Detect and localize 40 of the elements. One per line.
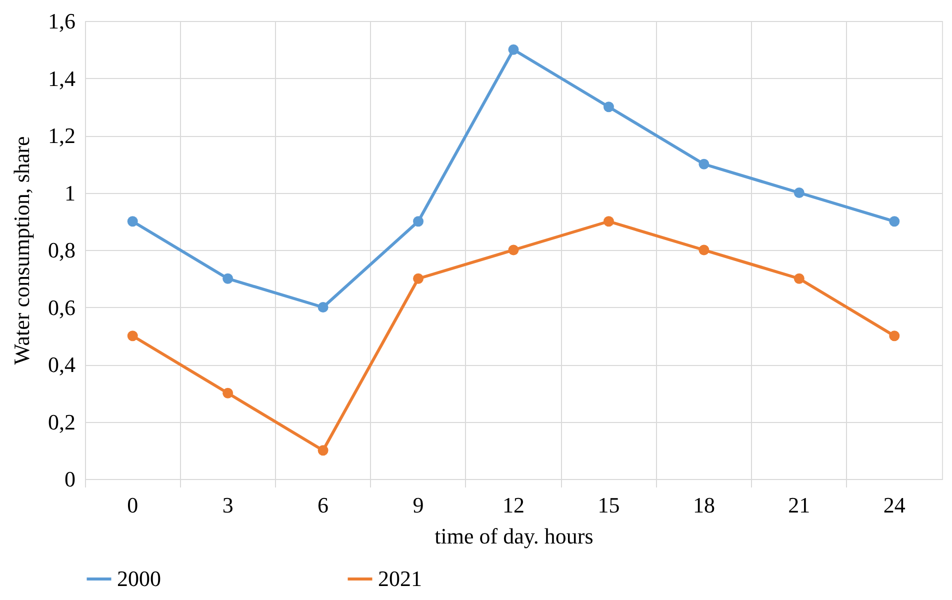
x-tick-label: 0	[127, 492, 138, 518]
point	[222, 273, 234, 284]
x-tick-label: 24	[883, 492, 906, 518]
y-tick-label: 0,2	[48, 409, 76, 434]
point	[127, 216, 138, 227]
point	[889, 216, 900, 227]
point	[603, 102, 614, 112]
legend-label: 2000	[117, 566, 161, 591]
point	[698, 244, 710, 256]
x-tick-label: 21	[788, 492, 810, 518]
y-tick-label: 0,6	[48, 294, 76, 320]
y-tick-label: 1,2	[48, 123, 76, 148]
point	[413, 273, 424, 284]
x-tick-label: 12	[502, 492, 524, 518]
y-tick-label: 0,8	[48, 238, 76, 262]
point	[413, 216, 424, 227]
point	[794, 188, 804, 198]
point	[889, 330, 900, 342]
point	[318, 302, 328, 312]
y-tick-label: 0,4	[48, 352, 76, 377]
x-axis-title: time of day. hours	[434, 524, 594, 548]
x-tick-label: 18	[692, 492, 715, 518]
point	[603, 216, 614, 227]
point	[698, 158, 710, 170]
x-tick-label: 3	[222, 492, 234, 518]
point	[127, 330, 138, 342]
x-tick-label: 6	[318, 492, 329, 518]
y-tick-label: 1,4	[48, 66, 76, 91]
legend-label: 2021	[378, 566, 422, 591]
y-tick-label: 0	[64, 466, 76, 492]
x-tick-label: 9	[412, 492, 424, 518]
point	[508, 44, 519, 55]
y-axis-title: Water consumption, share	[9, 136, 34, 365]
y-tick-label: 1	[64, 180, 76, 206]
y-tick-label: 1,6	[48, 8, 76, 34]
point	[318, 445, 328, 456]
x-tick-label: 15	[598, 492, 620, 518]
point	[508, 244, 519, 256]
point	[222, 388, 234, 398]
point	[794, 273, 804, 284]
